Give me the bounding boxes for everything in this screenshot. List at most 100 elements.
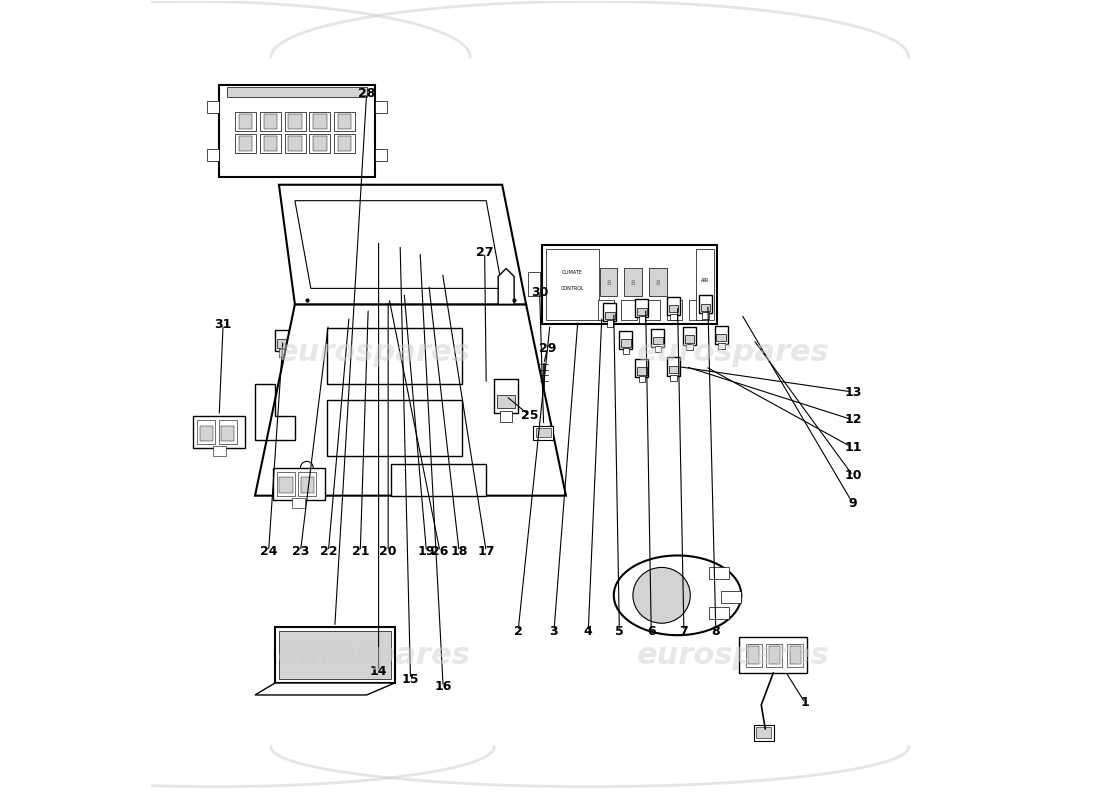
Bar xyxy=(260,112,280,131)
Bar xyxy=(348,326,354,333)
Ellipse shape xyxy=(614,555,741,635)
Bar xyxy=(415,262,422,269)
Bar xyxy=(683,327,696,346)
Bar xyxy=(769,646,780,664)
Bar xyxy=(277,339,288,348)
Bar xyxy=(395,254,403,261)
Bar xyxy=(285,112,306,131)
Bar xyxy=(748,646,759,664)
Bar xyxy=(651,329,664,347)
Bar xyxy=(667,297,680,315)
Text: 8: 8 xyxy=(656,280,660,286)
Bar xyxy=(323,314,338,334)
Bar xyxy=(671,374,676,381)
Text: 28: 28 xyxy=(358,86,375,99)
Bar xyxy=(392,234,406,255)
Bar xyxy=(199,426,213,442)
Bar xyxy=(312,114,327,129)
Text: 31: 31 xyxy=(214,318,232,330)
Bar xyxy=(327,334,334,341)
Bar xyxy=(360,298,374,318)
Text: 9: 9 xyxy=(848,497,857,510)
Text: 5: 5 xyxy=(615,625,624,638)
Bar xyxy=(546,249,598,320)
Bar xyxy=(715,326,728,344)
Bar xyxy=(536,428,551,438)
Bar xyxy=(600,269,617,296)
Bar xyxy=(718,342,725,349)
Bar xyxy=(652,337,662,344)
Bar xyxy=(379,290,394,311)
Bar xyxy=(277,472,295,496)
Text: eurospares: eurospares xyxy=(278,338,471,366)
Bar xyxy=(399,302,406,309)
Text: 14: 14 xyxy=(370,665,387,678)
Bar xyxy=(334,134,355,153)
Bar xyxy=(279,350,286,357)
FancyBboxPatch shape xyxy=(327,328,462,384)
Bar xyxy=(393,244,404,252)
Bar xyxy=(239,114,252,129)
Bar xyxy=(264,114,277,129)
Bar xyxy=(421,283,432,292)
Text: 21: 21 xyxy=(352,545,368,558)
Bar xyxy=(542,245,717,324)
Bar xyxy=(334,112,355,131)
Bar xyxy=(639,316,645,322)
Bar xyxy=(343,306,359,326)
Bar xyxy=(746,643,761,666)
Bar xyxy=(686,344,693,350)
Text: 23: 23 xyxy=(292,545,309,558)
Bar xyxy=(419,274,433,295)
FancyBboxPatch shape xyxy=(390,464,486,496)
Text: 1: 1 xyxy=(801,697,810,710)
Text: 22: 22 xyxy=(320,545,337,558)
Text: 25: 25 xyxy=(521,410,539,422)
Polygon shape xyxy=(255,304,565,496)
Bar xyxy=(345,315,356,324)
Text: 27: 27 xyxy=(476,246,494,259)
Bar xyxy=(275,627,395,683)
Bar xyxy=(756,727,771,738)
Bar xyxy=(437,271,448,280)
Bar xyxy=(625,269,642,296)
FancyBboxPatch shape xyxy=(327,400,462,456)
Polygon shape xyxy=(498,269,514,304)
Bar xyxy=(275,330,290,350)
Bar xyxy=(654,346,661,352)
Bar xyxy=(381,299,393,308)
Bar xyxy=(371,230,386,251)
Bar xyxy=(260,134,280,153)
Text: AIR: AIR xyxy=(701,278,710,283)
Bar xyxy=(500,411,512,422)
Bar xyxy=(207,149,219,161)
Bar xyxy=(534,426,553,440)
Bar xyxy=(788,643,803,666)
Text: 24: 24 xyxy=(260,545,277,558)
Bar xyxy=(305,331,317,340)
Bar xyxy=(607,320,613,326)
Bar xyxy=(439,282,446,289)
Bar xyxy=(710,607,729,619)
Bar xyxy=(309,134,330,153)
Text: 11: 11 xyxy=(844,442,861,454)
Bar xyxy=(684,335,694,342)
Bar xyxy=(434,262,450,283)
Bar xyxy=(649,269,667,296)
Bar xyxy=(212,446,226,456)
Bar xyxy=(605,311,615,318)
Bar xyxy=(373,240,384,248)
Bar xyxy=(307,342,315,349)
Bar xyxy=(221,426,234,442)
Bar xyxy=(383,310,390,317)
Text: 6: 6 xyxy=(647,625,656,638)
Bar xyxy=(298,472,317,496)
Text: 10: 10 xyxy=(844,470,861,482)
Text: eurospares: eurospares xyxy=(637,338,829,366)
Bar xyxy=(227,87,366,97)
Text: 8: 8 xyxy=(712,625,720,638)
Bar xyxy=(528,273,540,296)
Text: 16: 16 xyxy=(434,681,452,694)
Bar xyxy=(279,631,390,679)
Bar xyxy=(637,367,647,374)
